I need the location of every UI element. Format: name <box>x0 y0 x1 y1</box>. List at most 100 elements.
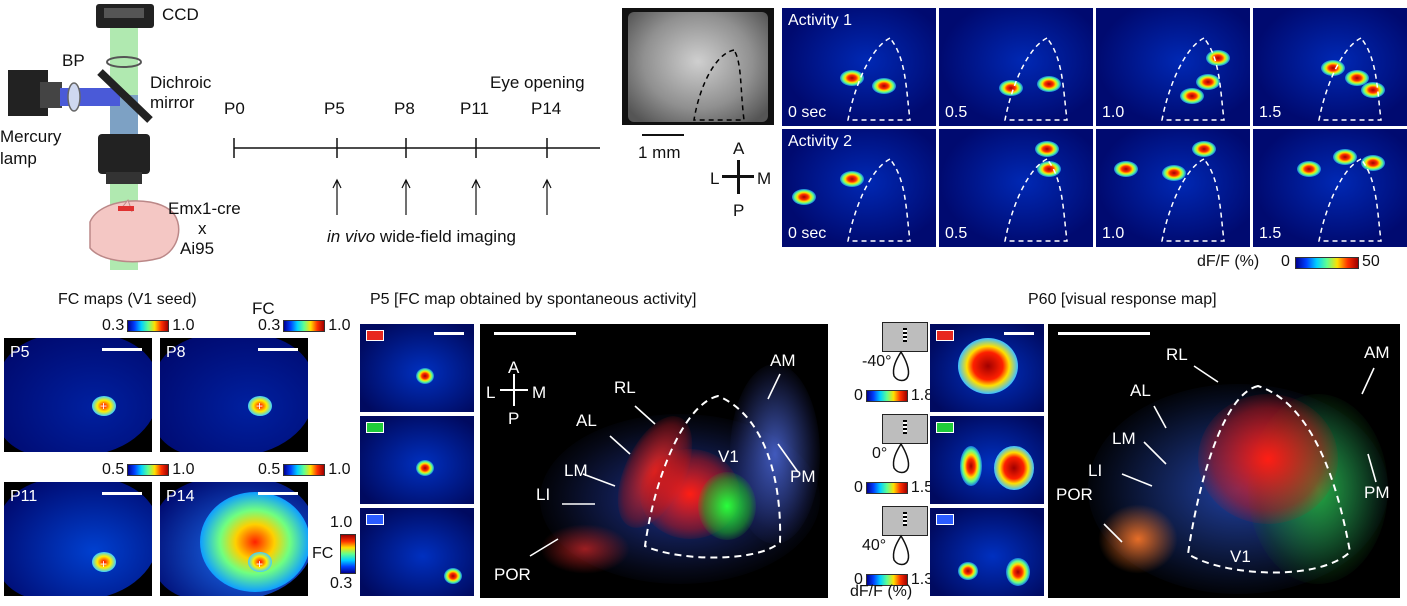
fc-range-min: 0.5 <box>258 461 281 478</box>
p5-area-lm: LM <box>564 461 588 480</box>
microscope-drawing <box>8 4 180 272</box>
activity-1-frame-1: 0 sec Activity 1 <box>782 8 936 126</box>
p60-response-maps <box>930 324 1044 598</box>
p60-area-lm: LM <box>1112 429 1136 448</box>
p60-dff-label: dF/F (%) <box>850 583 913 600</box>
mouse-head-icon <box>892 442 910 474</box>
p60-colorbar <box>865 389 908 402</box>
p60-area-al: AL <box>1130 381 1151 400</box>
fc-range-max: 1.0 <box>172 461 195 478</box>
dichroic-label-2: mirror <box>150 93 195 112</box>
p60-composite-map: RL AM AL LM LI POR PM V1 <box>1048 324 1400 598</box>
p60-range: 0 1.8 <box>854 388 933 404</box>
brain-overview-image <box>622 8 774 125</box>
mouse-label-3: Ai95 <box>180 239 215 258</box>
frame-time: 0.5 <box>945 225 968 242</box>
p5-compass-m: M <box>532 383 547 402</box>
seed-color-swatch <box>936 330 954 341</box>
stimulus-screen-icon <box>882 506 928 536</box>
day-p11: P11 <box>460 99 489 118</box>
p60-area-por: POR <box>1056 485 1093 504</box>
fc-map-p8: + P8 <box>160 338 308 452</box>
fc-range-max: 1.0 <box>172 317 195 334</box>
day-p0: P0 <box>224 99 245 118</box>
p5-seed-map-3 <box>360 508 474 596</box>
p5-area-am: AM <box>770 351 796 370</box>
fc-range-max: 1.0 <box>328 461 351 478</box>
p5-area-por: POR <box>494 565 531 584</box>
p60-range-max: 1.3 <box>910 571 934 588</box>
p60-area-li: LI <box>1088 461 1103 480</box>
p5-seed-maps <box>360 324 476 598</box>
frame-time: 0.5 <box>945 104 968 121</box>
seed-color-swatch <box>936 422 954 433</box>
activity-1-label: Activity 1 <box>788 12 853 29</box>
mercury-label-1: Mercury <box>0 127 62 146</box>
fc-map-p11: + P11 <box>4 482 152 596</box>
p5-compass-l: L <box>486 383 496 402</box>
activity-cbar-max: 50 <box>1362 253 1380 270</box>
fc-colorbar <box>127 319 170 332</box>
stimulus-screen-icon <box>882 414 928 444</box>
fc-range-max: 1.0 <box>328 317 351 334</box>
fc-map-p14: + P14 <box>160 482 308 596</box>
p5-area-v1: V1 <box>718 447 739 466</box>
p60-response-map-1 <box>930 324 1044 412</box>
p5-compass-p: P <box>508 409 520 428</box>
seed-color-swatch <box>366 422 384 433</box>
fc-range-min: 0.3 <box>102 317 125 334</box>
frame-time: 1.5 <box>1259 225 1282 242</box>
fc-range-min: 0.3 <box>258 317 281 334</box>
fc-colorbar <box>283 463 326 476</box>
mouse-head-icon <box>892 350 910 382</box>
imaging-rest: wide-field imaging <box>375 227 516 246</box>
setup-illustration: CCD BP Dichroic mirror Mercury lamp Emx1… <box>0 0 270 272</box>
p5-fc-label: FC <box>312 545 334 562</box>
bp-label: BP <box>62 51 85 70</box>
activity-2-frame-2: 0.5 <box>939 129 1093 247</box>
stimulus-angle: -40° <box>862 353 892 370</box>
day-p5: P5 <box>324 99 345 118</box>
p60-response-map-3 <box>930 508 1044 596</box>
p60-stimulus-column: -40° 0 1.8 0° 0 1.5 40° 0 1.3 <box>846 322 934 606</box>
activity-2-frame-3: 1.0 <box>1096 129 1250 247</box>
p5-compass-a: A <box>508 358 520 377</box>
mouse-head-icon <box>892 534 910 566</box>
fc-map-label: P5 <box>10 344 30 361</box>
p60-title: P60 [visual response map] <box>1028 291 1217 308</box>
p5-area-al: AL <box>576 411 597 430</box>
imaging-label: in vivo wide-field imaging <box>327 228 516 245</box>
compass-top: A P L M <box>710 140 771 220</box>
frame-time: 0 sec <box>788 104 827 121</box>
stimulus-angle: 40° <box>862 537 887 554</box>
activity-2-frame-1: 0 sec Activity 2 <box>782 129 936 247</box>
p60-colorbar <box>865 481 908 494</box>
fc-colorbar <box>283 319 326 332</box>
activity-1-frame-4: 1.5 <box>1253 8 1407 126</box>
p5-area-pm: PM <box>790 467 816 486</box>
compass-l: L <box>710 169 720 188</box>
timeline: P0 P5 P8 P11 P14 Eye opening in vivo wid… <box>220 60 610 250</box>
activity-cbar-label: dF/F (%) <box>1197 253 1260 270</box>
fc-colorbar <box>127 463 170 476</box>
fc-label: FC <box>252 299 275 318</box>
seed-color-swatch <box>936 514 954 525</box>
p60-range-min: 0 <box>854 387 863 404</box>
p60-area-pm: PM <box>1364 483 1390 502</box>
fc-range: 0.5 1.0 <box>258 462 351 478</box>
stimulus-screen-icon <box>882 322 928 352</box>
p5-seed-map-1 <box>360 324 474 412</box>
fc-range: 0.3 1.0 <box>258 318 351 334</box>
fc-range-min: 0.5 <box>102 461 125 478</box>
fc-map-label: P14 <box>166 488 195 505</box>
frame-time: 1.0 <box>1102 225 1125 242</box>
frame-time: 1.5 <box>1259 104 1282 121</box>
p5-area-li: LI <box>536 485 551 504</box>
p60-area-rl: RL <box>1166 345 1188 364</box>
day-p14: P14 <box>531 99 562 118</box>
ccd-label: CCD <box>162 5 199 24</box>
p60-range-max: 1.5 <box>910 479 934 496</box>
mouse-label-1: Emx1-cre <box>168 199 241 218</box>
activity-1-frame-3: 1.0 <box>1096 8 1250 126</box>
compass-p: P <box>733 201 745 220</box>
